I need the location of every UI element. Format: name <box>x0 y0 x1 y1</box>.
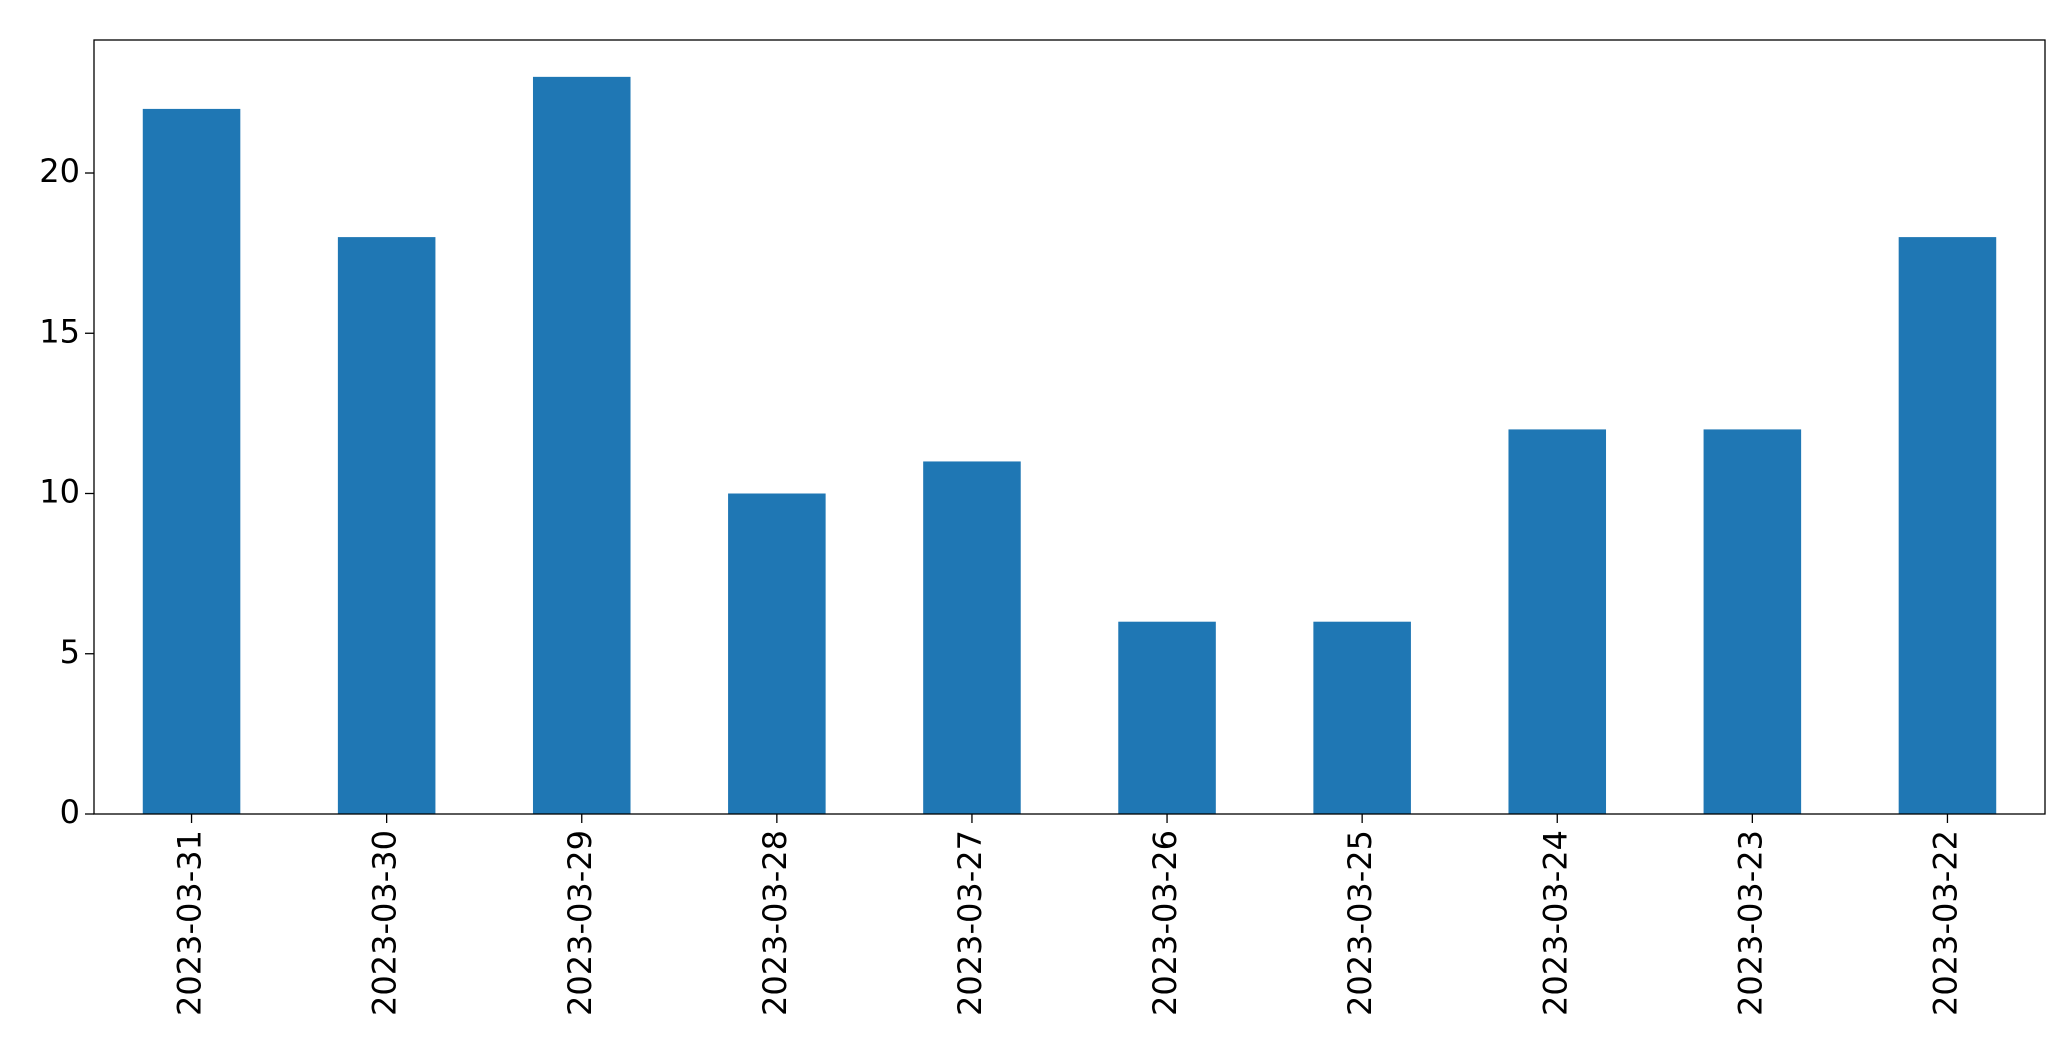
y-tick-label: 10 <box>39 473 80 511</box>
x-tick-label: 2023-03-27 <box>951 830 989 1016</box>
bar <box>1898 237 1997 814</box>
x-tick-label: 2023-03-29 <box>561 830 599 1016</box>
x-tick-label: 2023-03-28 <box>756 830 794 1016</box>
y-tick-label: 15 <box>39 312 80 350</box>
x-tick-label: 2023-03-24 <box>1536 830 1574 1016</box>
y-tick-label: 5 <box>60 633 80 671</box>
x-tick-label: 2023-03-26 <box>1146 830 1184 1016</box>
bar <box>532 76 631 815</box>
x-tick-label: 2023-03-30 <box>366 830 404 1016</box>
bar <box>337 237 436 814</box>
bar <box>1118 621 1216 814</box>
y-tick-label: 20 <box>39 152 80 190</box>
bar <box>1313 621 1411 814</box>
x-tick-label: 2023-03-23 <box>1731 830 1769 1016</box>
x-tick-label: 2023-03-31 <box>171 830 209 1016</box>
x-tick-label: 2023-03-25 <box>1341 830 1379 1016</box>
x-tick-label: 2023-03-22 <box>1926 830 1964 1016</box>
plot-frame <box>93 39 2046 815</box>
bar <box>1703 429 1802 814</box>
bar <box>142 108 241 814</box>
bar <box>923 461 1021 814</box>
bar <box>1508 429 1607 814</box>
bar <box>728 493 826 814</box>
y-tick-label: 0 <box>60 793 80 831</box>
